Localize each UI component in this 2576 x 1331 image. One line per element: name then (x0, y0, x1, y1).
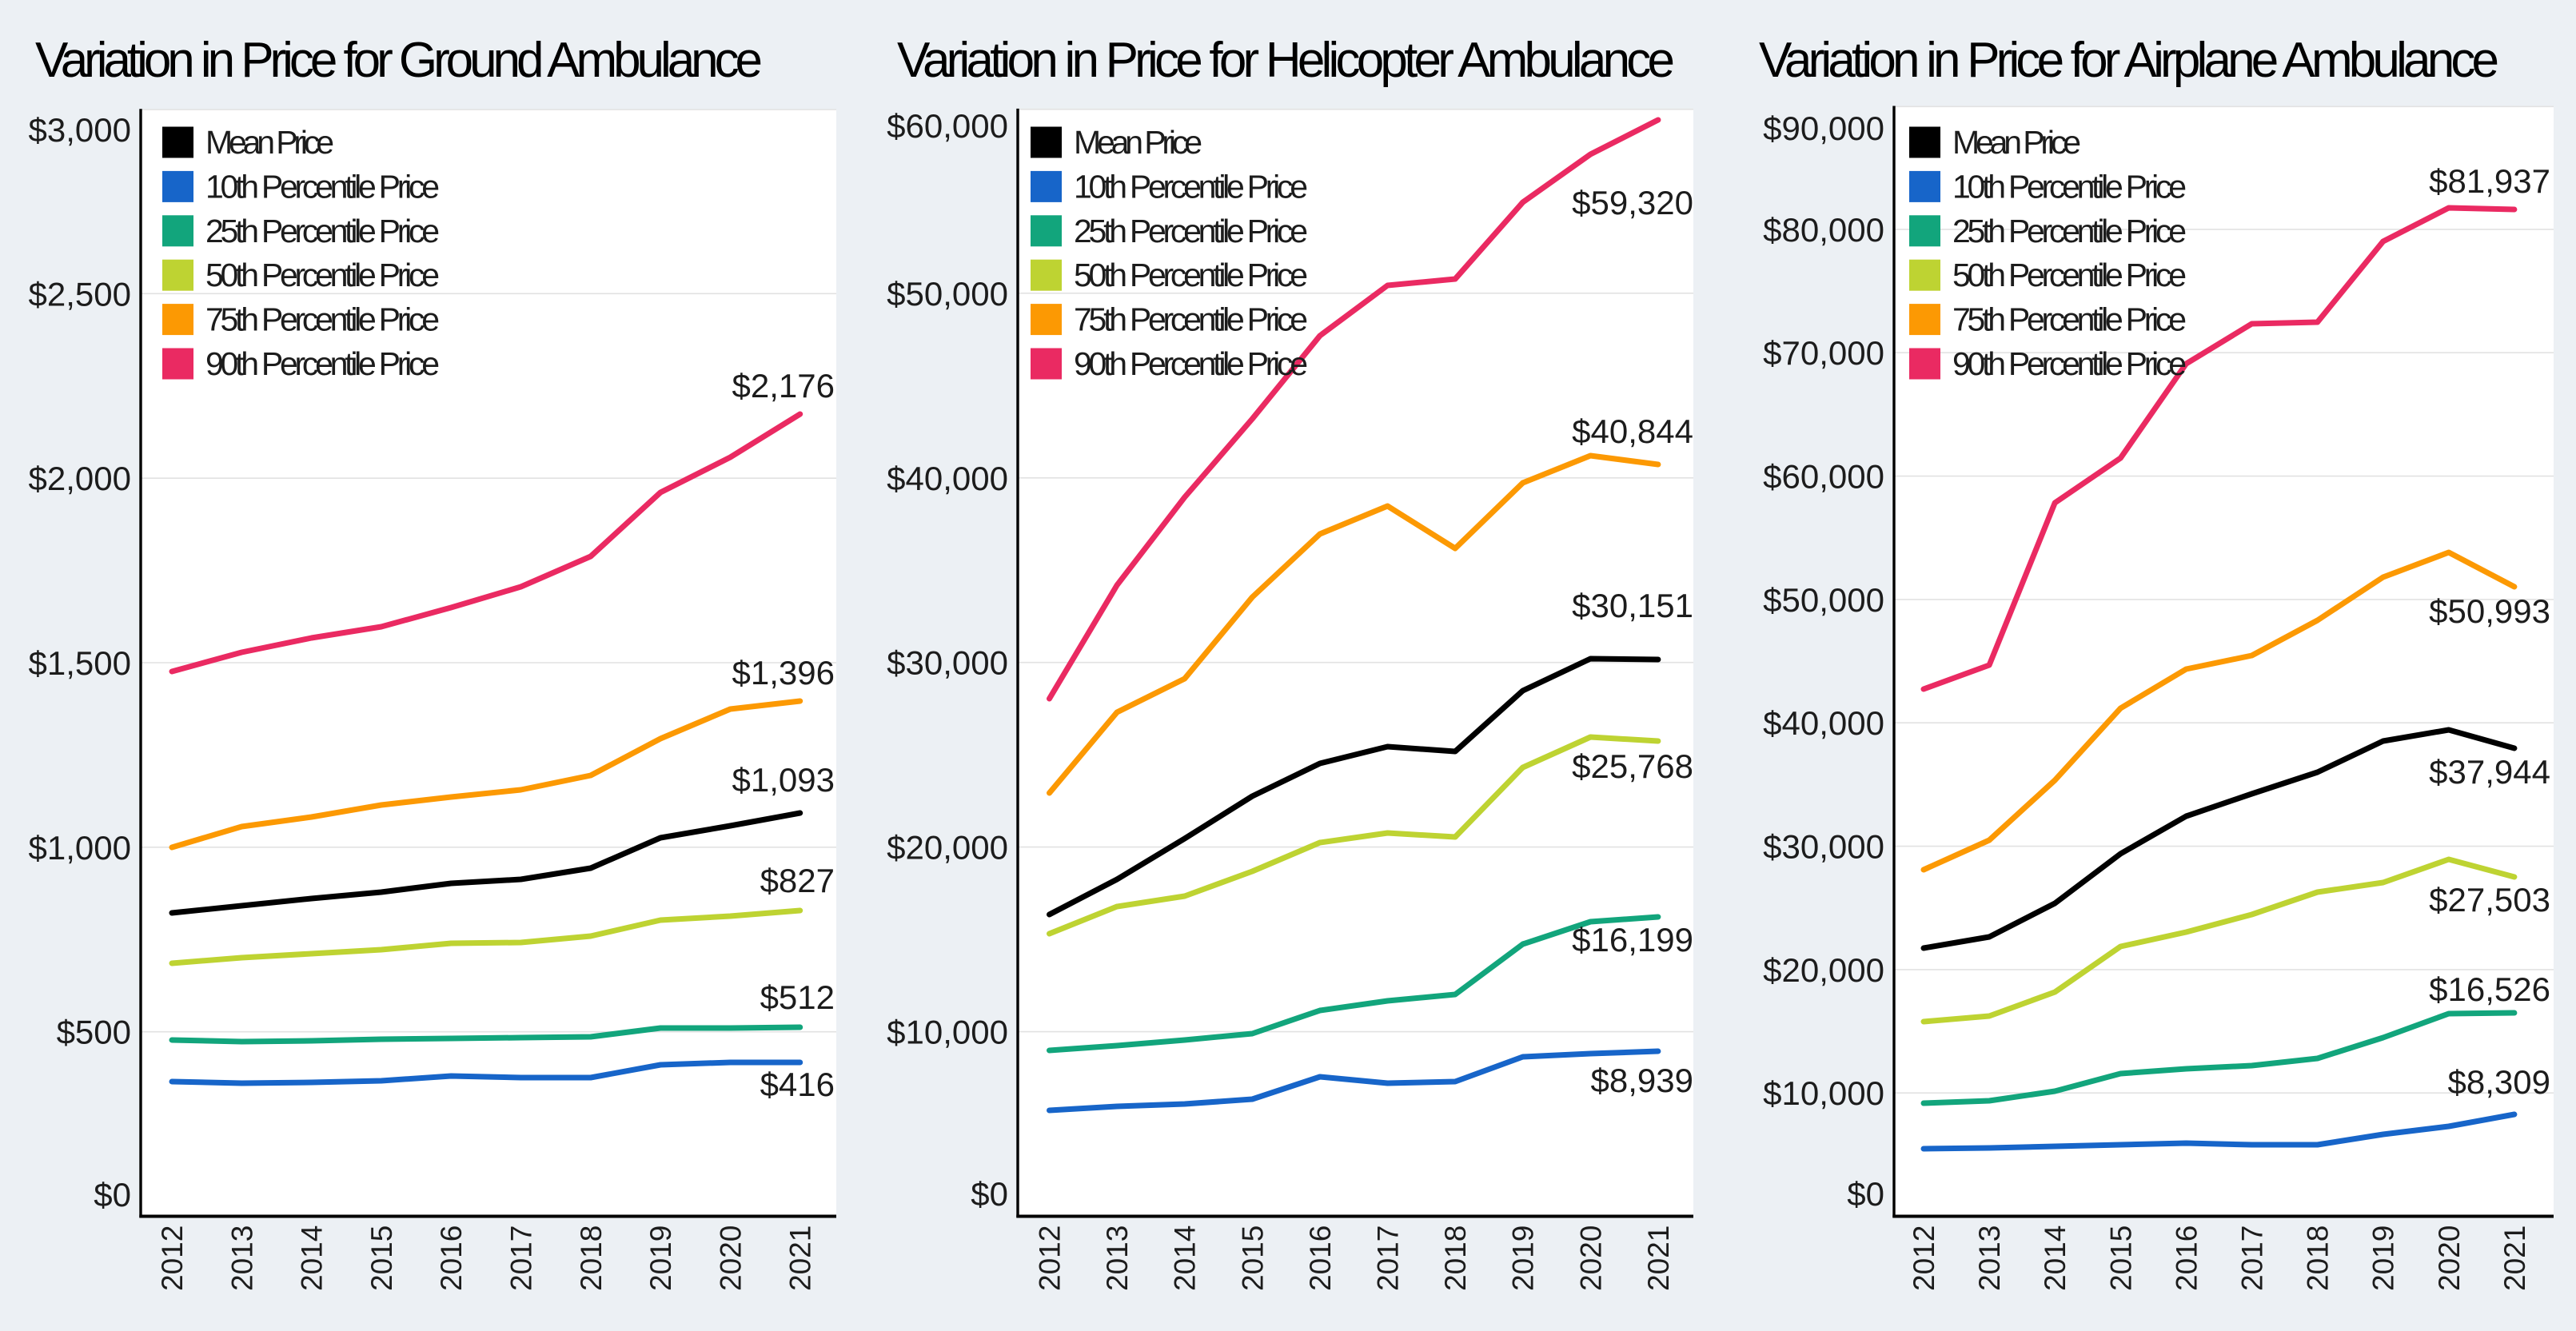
svg-text:2018: 2018 (1439, 1225, 1472, 1291)
svg-text:25th Percentile Price: 25th Percentile Price (1952, 213, 2187, 249)
svg-text:90th Percentile Price: 90th Percentile Price (205, 345, 440, 382)
svg-text:$60,000: $60,000 (1763, 458, 1884, 496)
svg-text:$40,000: $40,000 (887, 460, 1008, 497)
svg-text:$25,768: $25,768 (1572, 747, 1693, 785)
svg-text:2021: 2021 (2498, 1225, 2531, 1291)
svg-text:2017: 2017 (505, 1225, 538, 1291)
svg-text:2015: 2015 (365, 1225, 398, 1291)
svg-text:2020: 2020 (714, 1225, 747, 1291)
svg-text:$10,000: $10,000 (1763, 1074, 1884, 1112)
svg-text:10th Percentile Price: 10th Percentile Price (1952, 168, 2187, 205)
svg-text:50th Percentile Price: 50th Percentile Price (1952, 257, 2187, 293)
svg-text:$8,939: $8,939 (1591, 1062, 1693, 1099)
svg-text:Mean Price: Mean Price (1952, 124, 2081, 161)
svg-text:2020: 2020 (1574, 1225, 1607, 1291)
svg-text:$40,844: $40,844 (1572, 412, 1693, 450)
svg-text:Mean Price: Mean Price (205, 124, 334, 161)
svg-text:2014: 2014 (1169, 1225, 1202, 1291)
svg-text:$0: $0 (1847, 1175, 1884, 1213)
svg-text:$37,944: $37,944 (2429, 753, 2550, 791)
svg-text:$81,937: $81,937 (2429, 162, 2550, 200)
svg-text:25th Percentile Price: 25th Percentile Price (1074, 213, 1308, 249)
svg-text:$2,176: $2,176 (732, 367, 835, 404)
svg-text:$1,000: $1,000 (29, 829, 131, 867)
svg-text:2017: 2017 (1372, 1225, 1405, 1291)
svg-text:10th Percentile Price: 10th Percentile Price (205, 168, 440, 205)
svg-text:$30,151: $30,151 (1572, 587, 1693, 624)
svg-text:$30,000: $30,000 (887, 644, 1008, 682)
svg-text:2016: 2016 (1304, 1225, 1337, 1291)
svg-text:$512: $512 (760, 978, 835, 1016)
svg-text:$2,500: $2,500 (29, 275, 131, 313)
svg-text:2013: 2013 (1973, 1225, 2006, 1291)
svg-text:$30,000: $30,000 (1763, 828, 1884, 866)
svg-text:2017: 2017 (2236, 1225, 2269, 1291)
svg-text:$59,320: $59,320 (1572, 184, 1693, 221)
svg-text:2012: 2012 (1034, 1225, 1067, 1291)
svg-text:2016: 2016 (2170, 1225, 2203, 1291)
svg-text:90th Percentile Price: 90th Percentile Price (1074, 345, 1308, 382)
svg-text:2021: 2021 (784, 1225, 817, 1291)
svg-text:$70,000: $70,000 (1763, 334, 1884, 372)
svg-text:$40,000: $40,000 (1763, 704, 1884, 742)
svg-text:$16,199: $16,199 (1572, 921, 1693, 958)
svg-text:25th Percentile Price: 25th Percentile Price (205, 213, 440, 249)
svg-text:2018: 2018 (2302, 1225, 2335, 1291)
svg-text:$416: $416 (760, 1066, 835, 1103)
svg-text:$20,000: $20,000 (887, 829, 1008, 867)
svg-text:$20,000: $20,000 (1763, 951, 1884, 989)
svg-text:Variation in Price for Ground: Variation in Price for Ground Ambulance (35, 33, 763, 88)
svg-text:$50,993: $50,993 (2429, 592, 2550, 630)
svg-text:2015: 2015 (2104, 1225, 2137, 1291)
svg-text:Variation in Price for Airplan: Variation in Price for Airplane Ambulanc… (1759, 33, 2499, 88)
svg-text:$60,000: $60,000 (887, 107, 1008, 145)
svg-text:$27,503: $27,503 (2429, 881, 2550, 919)
svg-text:Mean Price: Mean Price (1074, 124, 1202, 161)
svg-text:2014: 2014 (2039, 1225, 2072, 1291)
svg-text:2015: 2015 (1236, 1225, 1269, 1291)
svg-text:2019: 2019 (2367, 1225, 2400, 1291)
svg-text:90th Percentile Price: 90th Percentile Price (1952, 345, 2187, 382)
svg-text:2018: 2018 (575, 1225, 608, 1291)
svg-text:$0: $0 (971, 1175, 1008, 1213)
svg-text:$1,396: $1,396 (732, 654, 835, 691)
svg-text:$8,309: $8,309 (2448, 1063, 2550, 1101)
svg-text:2021: 2021 (1642, 1225, 1675, 1291)
svg-text:75th Percentile Price: 75th Percentile Price (1952, 301, 2187, 338)
svg-text:2013: 2013 (225, 1225, 258, 1291)
svg-text:2016: 2016 (435, 1225, 468, 1291)
svg-text:$0: $0 (94, 1176, 131, 1213)
svg-text:$90,000: $90,000 (1763, 110, 1884, 147)
svg-text:2012: 2012 (1908, 1225, 1940, 1291)
svg-text:$1,093: $1,093 (732, 761, 835, 799)
svg-text:$80,000: $80,000 (1763, 211, 1884, 249)
svg-text:$827: $827 (760, 862, 835, 899)
svg-text:2012: 2012 (156, 1225, 189, 1291)
svg-text:$3,000: $3,000 (29, 111, 131, 149)
svg-text:2020: 2020 (2433, 1225, 2466, 1291)
svg-text:$50,000: $50,000 (1763, 581, 1884, 619)
svg-text:$10,000: $10,000 (887, 1014, 1008, 1051)
svg-text:50th Percentile Price: 50th Percentile Price (1074, 257, 1308, 293)
svg-text:2013: 2013 (1101, 1225, 1134, 1291)
svg-text:$50,000: $50,000 (887, 275, 1008, 313)
svg-text:50th Percentile Price: 50th Percentile Price (205, 257, 440, 293)
svg-text:2019: 2019 (644, 1225, 677, 1291)
svg-text:2014: 2014 (296, 1225, 329, 1291)
svg-text:2019: 2019 (1507, 1225, 1540, 1291)
svg-text:75th Percentile Price: 75th Percentile Price (205, 301, 440, 338)
svg-text:75th Percentile Price: 75th Percentile Price (1074, 301, 1308, 338)
svg-text:$500: $500 (57, 1014, 131, 1051)
svg-text:$1,500: $1,500 (29, 644, 131, 682)
svg-text:$2,000: $2,000 (29, 460, 131, 497)
svg-text:$16,526: $16,526 (2429, 970, 2550, 1008)
svg-text:Variation in Price for Helicop: Variation in Price for Helicopter Ambula… (897, 33, 1675, 88)
svg-text:10th Percentile Price: 10th Percentile Price (1074, 168, 1308, 205)
